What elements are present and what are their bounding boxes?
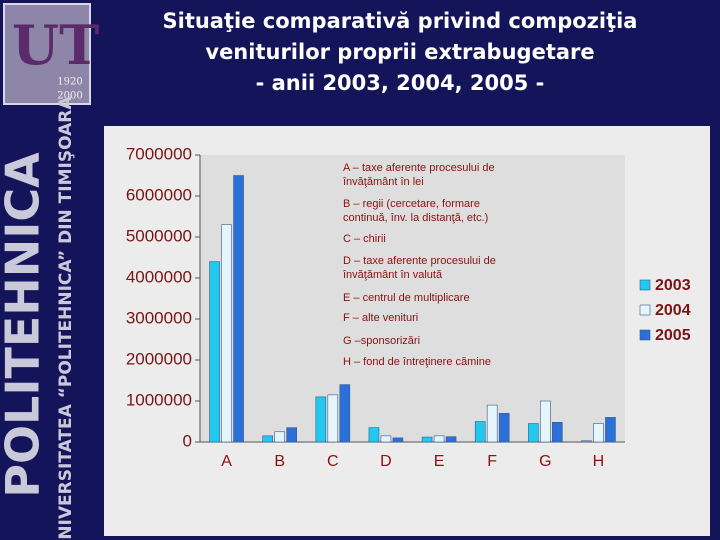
bar xyxy=(421,436,433,443)
annotation: F – alte venituri xyxy=(343,312,418,324)
y-tick-label: 5000000 xyxy=(126,226,192,245)
annotation: G –sponsorizări xyxy=(343,335,420,347)
legend-swatch xyxy=(639,304,651,316)
bar xyxy=(540,400,551,443)
logo-mark: UT xyxy=(12,13,99,77)
annotation: învăţământ în lei xyxy=(342,176,424,188)
logo xyxy=(3,3,91,105)
x-tick-label: D xyxy=(380,453,392,470)
bar xyxy=(593,423,604,443)
bar xyxy=(552,422,563,443)
x-tick-label: E xyxy=(434,453,445,470)
y-tick-label: 4000000 xyxy=(126,267,192,286)
bar xyxy=(498,412,510,443)
annotation: H – fond de întreţinere cămine xyxy=(343,356,491,368)
bar xyxy=(392,437,404,443)
bar xyxy=(274,431,285,443)
bar xyxy=(474,421,486,443)
legend-label: 2004 xyxy=(655,302,691,319)
bar xyxy=(221,224,232,443)
annotation: învăţământ în valută xyxy=(342,269,443,281)
x-tick-label: F xyxy=(487,453,497,470)
x-tick-label: C xyxy=(327,453,339,470)
legend-swatch xyxy=(639,329,651,341)
annotation: C – chirii xyxy=(343,233,386,245)
annotation: continuă, înv. la distanţă, etc.) xyxy=(343,212,488,224)
logo-year: 1920 xyxy=(57,77,82,88)
bar xyxy=(380,435,392,443)
annotation: E – centrul de multiplicare xyxy=(343,292,470,304)
bar xyxy=(315,396,327,443)
legend-label: 2003 xyxy=(655,277,691,294)
x-tick-label: B xyxy=(274,453,285,470)
y-tick-label: 0 xyxy=(183,431,192,450)
y-tick-label: 2000000 xyxy=(126,349,192,368)
bar xyxy=(339,384,351,443)
y-tick-label: 3000000 xyxy=(126,308,192,327)
bar xyxy=(605,417,616,443)
annotation: A – taxe aferente procesului de xyxy=(343,162,495,174)
x-tick-label: A xyxy=(221,453,232,470)
bar xyxy=(209,261,220,443)
bar xyxy=(445,436,457,443)
bar xyxy=(528,423,539,443)
chart-title: veniturilor proprii extrabugetare xyxy=(205,40,594,64)
bar xyxy=(233,175,244,443)
bar xyxy=(486,404,498,443)
annotation: B – regii (cercetare, formare xyxy=(343,198,480,210)
annotation: D – taxe aferente procesului de xyxy=(343,255,496,267)
legend-swatch xyxy=(639,279,651,291)
x-tick-label: G xyxy=(539,453,551,470)
brand-name: POLITEHNICA xyxy=(0,152,50,498)
y-tick-label: 6000000 xyxy=(126,185,192,204)
logo-year: 2000 xyxy=(57,91,82,102)
chart-title: - anii 2003, 2004, 2005 - xyxy=(256,71,545,95)
bar xyxy=(581,440,592,443)
chart-title: Situaţie comparativă privind compoziţia xyxy=(163,9,638,33)
bar xyxy=(262,435,273,443)
bar xyxy=(368,427,380,443)
x-tick-label: H xyxy=(593,453,605,470)
university-name: UNIVERSITATEA “POLITEHNICA” DIN TIMIŞOAR… xyxy=(56,96,76,540)
legend-label: 2005 xyxy=(655,327,691,344)
plot-area xyxy=(200,155,625,442)
bar xyxy=(433,435,445,443)
bar xyxy=(286,427,297,443)
bar xyxy=(327,394,339,443)
y-tick-label: 7000000 xyxy=(126,144,192,163)
y-tick-label: 1000000 xyxy=(126,390,192,409)
